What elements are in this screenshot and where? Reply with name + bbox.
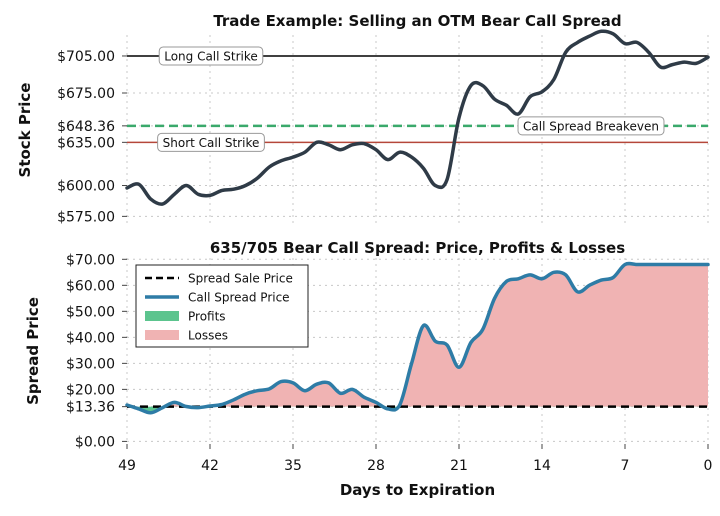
spread-y-tick-label: $30.00 [66,356,115,372]
x-tick-label: 35 [284,458,302,474]
legend-label: Call Spread Price [188,291,290,305]
x-tick-label: 28 [367,458,385,474]
x-tick-label: 7 [621,458,630,474]
stock-price-panel: Trade Example: Selling an OTM Bear Call … [16,12,710,225]
spread-y-tick-label: $0.00 [75,434,115,450]
x-tick-label: 21 [450,458,468,474]
spread-y-tick-label: $13.36 [66,400,115,416]
stock-price-series [125,29,710,206]
spread-y-tick-label: $70.00 [66,252,115,268]
stock-y-axis-label: Stock Price [16,83,34,178]
strike-label: Short Call Strike [157,132,265,152]
legend-label: Profits [188,310,226,324]
spread-y-tick-labels: $0.00 $13.36 $20.00 $30.00 $40.00 $50.00 $60.0… [66,252,127,450]
strike-label: Long Call Strike [158,46,264,66]
x-tick-labels: 49 42 35 28 21 14 7 0 [118,444,712,474]
legend-handle-patch [145,330,179,340]
spread-y-tick-label: $20.00 [66,382,115,398]
spread-y-tick-label: $40.00 [66,330,115,346]
strike-label-box [517,116,665,136]
spread-y-tick-label: $60.00 [66,278,115,294]
strike-label: Call Spread Breakeven [517,116,665,136]
stock-y-tick-label: $648.36 [57,119,115,135]
legend: Spread Sale Price Call Spread Price Profit… [135,264,309,348]
stock-y-tick-label: $575.00 [57,209,115,225]
strike-labels: Long Call Strike Call Spread Breakeven Sho… [157,46,665,152]
losses-area [127,263,708,407]
spread-price-series [125,261,710,415]
stock-y-tick-label: $675.00 [57,86,115,102]
call-spread-price-line [125,261,710,415]
stock-price-line [125,29,710,206]
stock-y-tick-labels: $575.00 $600.00 $635.00$648.36 $675.00 $705.… [57,49,127,225]
x-tick-label: 0 [704,458,713,474]
x-tick-label: 14 [533,458,551,474]
legend-label: Losses [188,329,228,343]
spread-price-panel: 635/705 Bear Call Spread: Price, Profits… [24,239,712,499]
strike-label-text: Long Call Strike [164,49,258,63]
stock-y-tick-label: $705.00 [57,49,115,65]
stock-chart-title: Trade Example: Selling an OTM Bear Call … [213,12,621,30]
x-tick-label: 42 [201,458,219,474]
stock-y-tick-label: $635.00 [57,135,115,151]
strike-label-box [158,46,264,66]
strike-label-text: Short Call Strike [163,136,260,150]
stock-y-tick-label: $600.00 [57,179,115,195]
spread-chart-title: 635/705 Bear Call Spread: Price, Profits… [210,239,625,257]
spread-y-axis-label: Spread Price [24,297,42,405]
strike-label-box [157,132,265,152]
spread-y-tick-label: $50.00 [66,304,115,320]
x-axis-label: Days to Expiration [340,481,495,499]
legend-label: Spread Sale Price [188,272,293,286]
legend-handle-patch [145,311,179,321]
strike-label-text: Call Spread Breakeven [523,119,659,133]
x-tick-label: 49 [118,458,136,474]
